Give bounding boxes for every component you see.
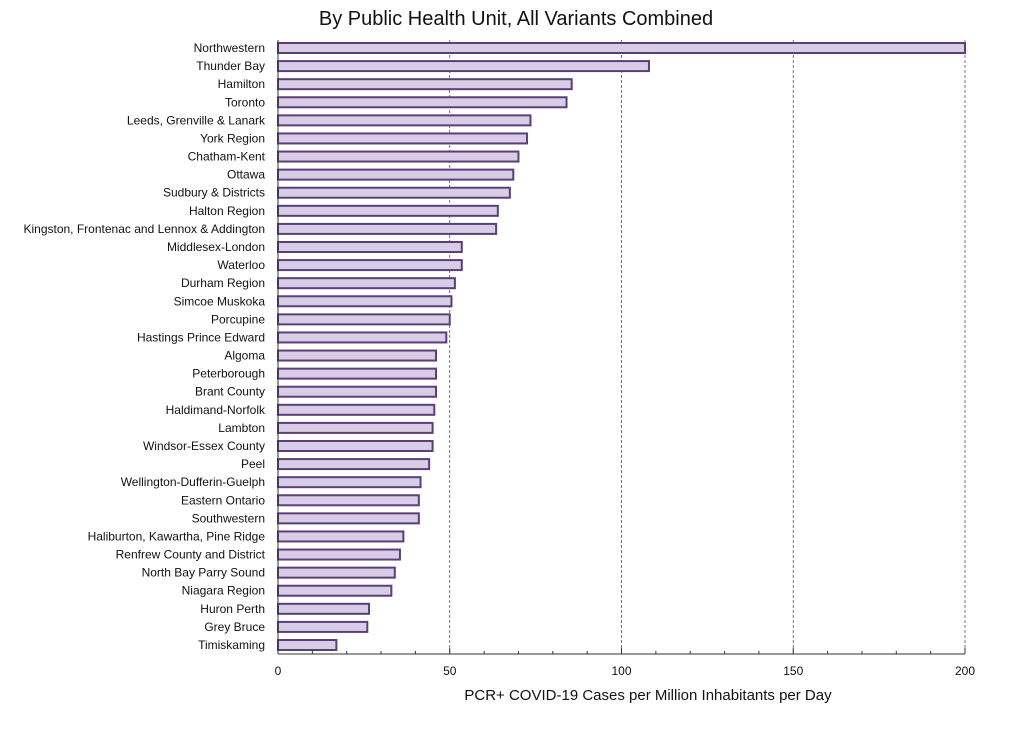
category-label: Porcupine: [211, 312, 265, 326]
bar: [277, 204, 499, 217]
category-label: Halton Region: [189, 204, 265, 218]
bar: [277, 259, 463, 272]
bar: [277, 512, 420, 525]
bar: [277, 367, 438, 380]
category-label: Brant County: [195, 385, 265, 399]
category-label: Thunder Bay: [196, 59, 265, 73]
category-label: Waterloo: [217, 258, 265, 272]
x-axis: 0 50 100 150 200: [275, 40, 975, 678]
bar: [277, 60, 650, 73]
category-label: Haliburton, Kawartha, Pine Ridge: [88, 529, 266, 543]
category-label: Niagara Region: [182, 584, 265, 598]
x-tick-label: 100: [611, 664, 631, 678]
bar: [277, 241, 463, 253]
category-label: Hamilton: [218, 77, 265, 91]
bar: [277, 584, 393, 597]
category-label: Wellington-Dufferin-Guelph: [121, 475, 265, 489]
category-label: Hastings Prince Edward: [137, 330, 265, 344]
bar: [277, 42, 966, 54]
bar: [277, 132, 529, 145]
category-label: Timiskaming: [198, 638, 265, 652]
category-label: Grey Bruce: [204, 620, 265, 634]
bar: [277, 566, 396, 579]
bar: [277, 186, 511, 199]
category-label: York Region: [200, 131, 265, 145]
bar: [277, 277, 456, 290]
bar: [277, 295, 453, 308]
category-label: Lambton: [218, 421, 265, 435]
x-tick-label: 150: [783, 664, 803, 678]
category-label: Peel: [241, 457, 265, 471]
category-label: Simcoe Muskoka: [174, 294, 266, 308]
bar: [277, 421, 434, 434]
category-label: Algoma: [224, 349, 265, 363]
bar: [277, 222, 498, 235]
x-tick-label: 0: [275, 664, 282, 678]
bar: [277, 168, 515, 181]
category-label: Toronto: [225, 95, 265, 109]
category-label: North Bay Parry Sound: [142, 566, 265, 580]
bar: [277, 349, 438, 362]
bar: [277, 385, 438, 398]
x-axis-title: PCR+ COVID-19 Cases per Million Inhabita…: [464, 687, 832, 704]
bar: [277, 620, 369, 633]
category-label: Peterborough: [192, 367, 265, 381]
category-label: Windsor-Essex County: [143, 439, 265, 453]
bar: [277, 494, 420, 507]
x-tick-label: 200: [955, 664, 975, 678]
bar: [277, 458, 431, 471]
bar: [277, 114, 532, 127]
category-label: Southwestern: [192, 511, 265, 525]
category-label: Middlesex-London: [167, 240, 265, 254]
category-label: Durham Region: [181, 276, 265, 290]
bar: [277, 313, 451, 326]
bar: [277, 602, 371, 615]
category-label: Chatham-Kent: [188, 150, 266, 164]
category-label: Sudbury & Districts: [163, 186, 265, 200]
category-label: Eastern Ontario: [181, 493, 265, 507]
bar: [277, 403, 436, 416]
category-label: Kingston, Frontenac and Lennox & Addingt…: [23, 222, 265, 236]
bar: [277, 530, 405, 543]
bar: [277, 96, 568, 109]
bar: [277, 548, 401, 561]
category-label: Haldimand-Norfolk: [166, 403, 266, 417]
bar: [277, 639, 338, 651]
category-label: Huron Perth: [200, 602, 265, 616]
bar: [277, 150, 520, 163]
grid-layer: [449, 40, 966, 654]
x-tick-label: 50: [443, 664, 457, 678]
bar: [277, 476, 422, 489]
bar: [277, 331, 448, 344]
category-label: Northwestern: [194, 41, 265, 55]
chart-title: By Public Health Unit, All Variants Comb…: [319, 8, 713, 30]
category-label: Ottawa: [227, 168, 265, 182]
category-label: Renfrew County and District: [116, 548, 266, 562]
category-labels: Northwestern Thunder Bay Hamilton Toronto Le…: [23, 41, 266, 652]
category-label: Leeds, Grenville & Lanark: [127, 113, 266, 127]
bar: [277, 78, 573, 91]
bar: [277, 440, 434, 452]
